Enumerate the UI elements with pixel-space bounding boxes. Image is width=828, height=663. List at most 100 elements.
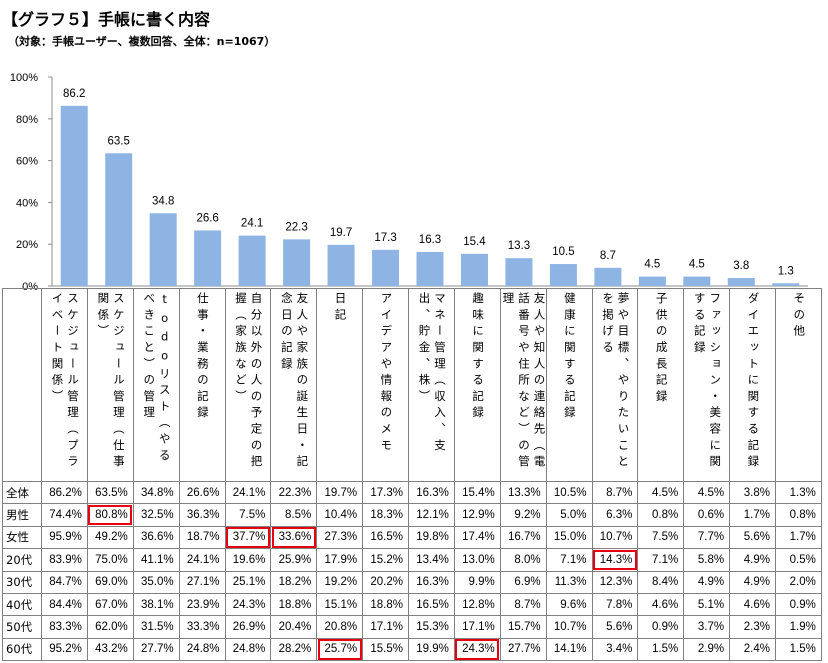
category-header-cell: その他 [775, 288, 822, 482]
table-cell: 38.1% [132, 592, 180, 617]
row-label: 20代 [2, 548, 42, 572]
table-cell: 1.7% [775, 525, 822, 550]
bar-value-label: 4.5 [644, 259, 660, 271]
bar-value-label: 17.3 [374, 232, 396, 244]
table-cell: 20.4% [270, 615, 318, 639]
bar-value-label: 34.8 [152, 195, 174, 207]
table-cell: 63.5% [86, 480, 134, 505]
category-label: 友人や知人の連絡先（電話番号や住所など）の管理 [501, 292, 547, 472]
table-cell: 27.3% [316, 525, 364, 550]
table-cell: 0.5% [775, 548, 822, 572]
category-label-wrap: アイデアや情報のメモ [363, 289, 408, 481]
row-label: 60代 [2, 637, 42, 662]
table-cell: 16.5% [408, 592, 455, 617]
table-cell: 16.7% [499, 525, 547, 550]
category-header-cell: ダイエットに関する記録 [729, 288, 776, 482]
table-cell: 86.2% [41, 480, 88, 505]
table-cell: 19.8% [408, 525, 455, 550]
row-label: 50代 [2, 615, 42, 639]
table-cell: 12.8% [453, 592, 501, 617]
table-cell: 5.8% [683, 548, 731, 572]
table-cell: 15.7% [499, 615, 547, 639]
category-label-wrap: 仕事・業務の記録 [180, 289, 225, 481]
bar [60, 105, 88, 286]
table-cell: 4.6% [729, 592, 776, 617]
bar [638, 276, 666, 286]
table-row: 40代 84.4% 67.0% 38.1% 23.9% 24.3% 18.8% 15.1% 18… [2, 592, 822, 617]
table-cell: 24.3% [224, 592, 272, 617]
table-cell: 4.9% [683, 570, 731, 594]
table-cell: 34.8% [132, 480, 180, 505]
bar [594, 267, 622, 286]
table-cell: 5.0% [545, 503, 593, 527]
table-cell: 7.7% [683, 525, 731, 550]
table-cell: 5.1% [683, 592, 731, 617]
table-cell: 17.1% [362, 615, 409, 639]
category-label: 子供の成長記録 [654, 292, 669, 407]
bar-value-label: 15.4 [463, 236, 486, 248]
table-cell: 8.0% [499, 548, 547, 572]
category-header-cell: アイデアや情報のメモ [362, 288, 409, 482]
table-header-row: スケジュール管理（プライベート関係） スケジュール管理（仕事関係） todoリスト（… [2, 288, 822, 482]
table-cell: 11.3% [545, 570, 593, 594]
category-label: 仕事・業務の記録 [195, 292, 210, 423]
category-label: 夢や目標、やりたいことを掲げる [600, 292, 631, 472]
table-cell: 31.5% [132, 615, 180, 639]
table-cell: 9.2% [499, 503, 547, 527]
table-cell: 1.3% [775, 480, 822, 505]
table-cell: 84.7% [41, 570, 88, 594]
table-cell: 24.8% [224, 637, 272, 662]
table-cell: 18.3% [362, 503, 409, 527]
table-cell: 69.0% [86, 570, 134, 594]
bar-value-label: 26.6 [196, 212, 218, 224]
table-cell: 4.5% [637, 480, 685, 505]
y-tick-label: 100% [10, 72, 38, 84]
category-label: ダイエットに関する記録 [746, 292, 761, 472]
table-cell: 26.9% [224, 615, 272, 639]
table-cell: 25.9% [270, 548, 318, 572]
bar [149, 213, 177, 286]
table-cell-highlighted: 33.6% [270, 525, 318, 550]
table-cell: 16.3% [408, 480, 455, 505]
table-cell: 2.3% [729, 615, 776, 639]
table-cell: 17.3% [362, 480, 409, 505]
category-label-wrap: その他 [776, 289, 821, 481]
table-cell: 35.0% [132, 570, 180, 594]
row-label: 男性 [2, 503, 42, 527]
category-label: その他 [792, 292, 807, 341]
row-label: 30代 [2, 570, 42, 594]
table-cell: 15.1% [316, 592, 364, 617]
table-cell: 17.1% [453, 615, 501, 639]
category-header-cell: スケジュール管理（プライベート関係） [41, 288, 88, 482]
table-cell: 7.5% [224, 503, 272, 527]
table-row: 60代 95.2% 43.2% 27.7% 24.8% 24.8% 28.2% 25.7% 15… [2, 637, 822, 662]
table-cell: 9.9% [453, 570, 501, 594]
bar [505, 258, 533, 286]
table-cell: 43.2% [86, 637, 134, 662]
table-cell: 18.2% [270, 570, 318, 594]
table-cell: 7.1% [545, 548, 593, 572]
y-tick-label: 20% [16, 239, 38, 251]
table-cell: 27.7% [132, 637, 180, 662]
table-cell: 20.8% [316, 615, 364, 639]
category-header-cell: スケジュール管理（仕事関係） [86, 288, 134, 482]
table-cell: 8.5% [270, 503, 318, 527]
table-cell: 0.6% [683, 503, 731, 527]
table-cell: 7.1% [637, 548, 685, 572]
category-label-wrap: 子供の成長記録 [638, 289, 683, 481]
table-cell: 4.5% [683, 480, 731, 505]
bar [105, 153, 133, 286]
table-cell: 16.5% [362, 525, 409, 550]
table-cell: 74.4% [41, 503, 88, 527]
category-label: 日記 [333, 292, 348, 325]
table-cell: 2.4% [729, 637, 776, 662]
bar-value-label: 22.3 [285, 221, 307, 233]
table-cell: 0.8% [775, 503, 822, 527]
category-header-cell: マネー管理（収入、支出、貯金、株） [408, 288, 455, 482]
table-cell: 10.7% [591, 525, 639, 550]
category-label: 趣味に関する記録 [471, 292, 486, 423]
bar [327, 244, 355, 286]
category-label-wrap: ファッション・美容に関する記録 [684, 289, 729, 481]
table-cell: 14.1% [545, 637, 593, 662]
bar-value-label: 4.5 [689, 259, 705, 271]
